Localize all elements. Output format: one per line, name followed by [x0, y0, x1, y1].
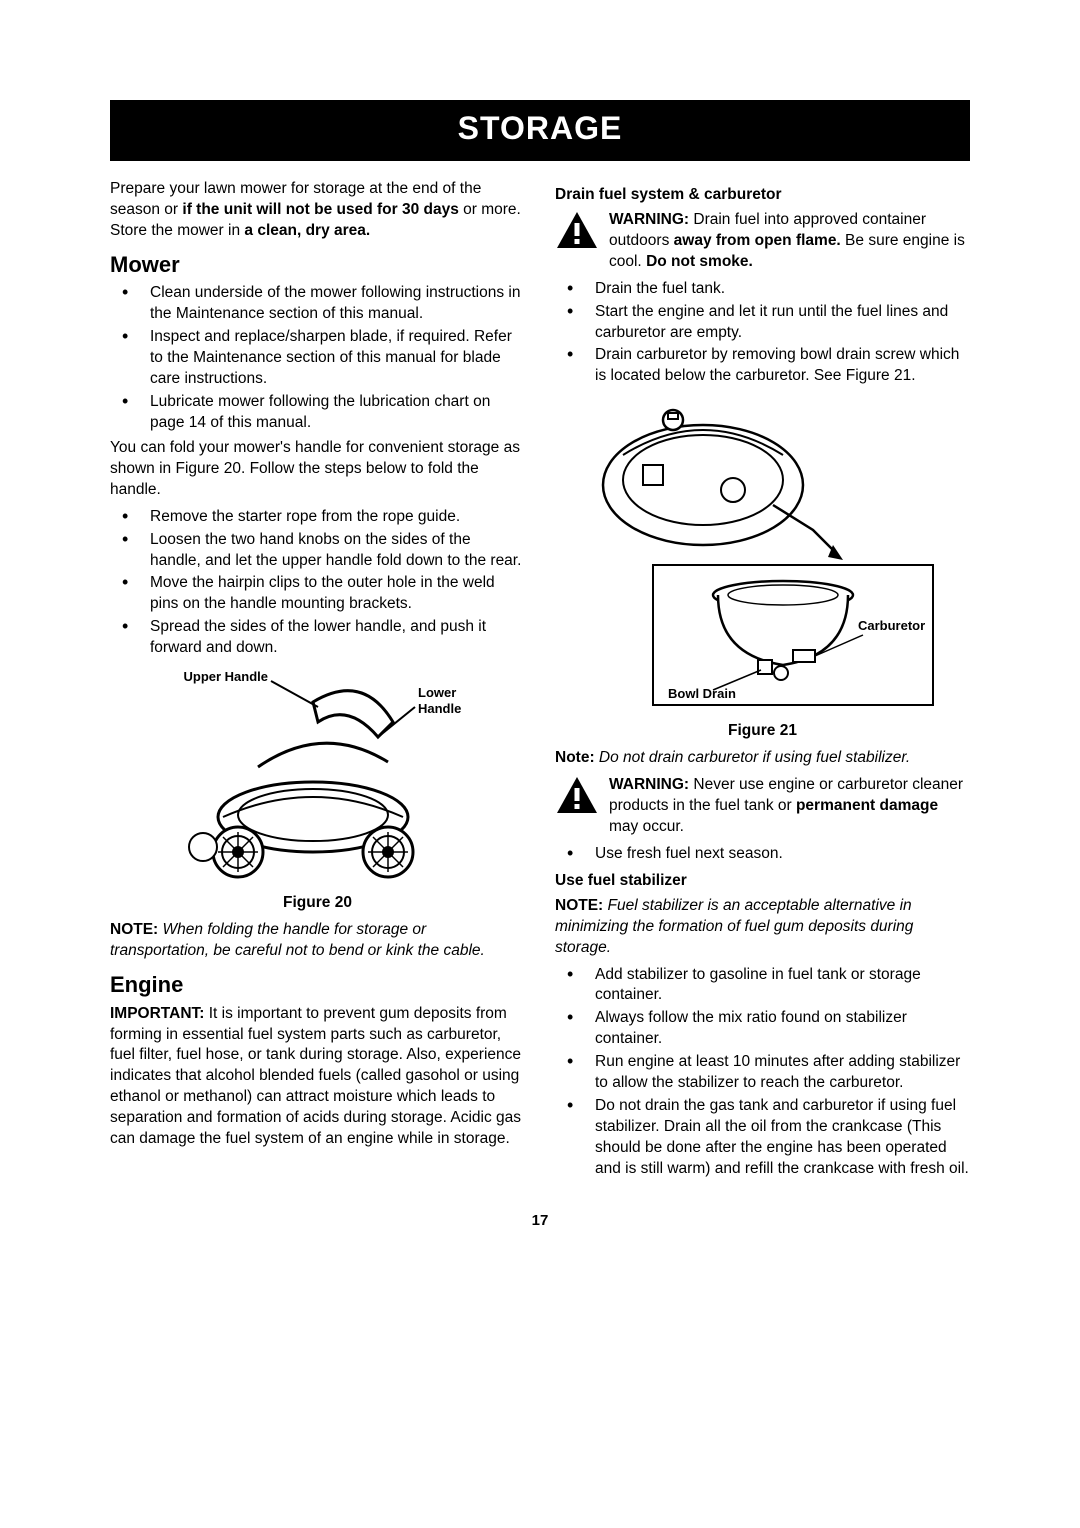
- page-number: 17: [110, 1212, 970, 1229]
- drain-heading: Drain fuel system & carburetor: [555, 185, 970, 206]
- warning-triangle-icon: [555, 775, 599, 822]
- bowl-drain-label: Bowl Drain: [668, 686, 736, 701]
- carburetor-label: Carburetor: [858, 618, 925, 633]
- engine-heading: Engine: [110, 970, 525, 1000]
- warning-text: WARNING: Never use engine or carburetor …: [609, 775, 970, 838]
- stabilizer-heading: Use fuel stabilizer: [555, 871, 970, 892]
- lower-handle-label-2: Handle: [418, 701, 461, 716]
- note-body: Fuel stabilizer is an acceptable alterna…: [555, 897, 913, 956]
- wheel-icon: [213, 827, 263, 877]
- warn-prefix: WARNING:: [609, 211, 689, 228]
- right-column: Drain fuel system & carburetor WARNING: …: [555, 179, 970, 1184]
- list-item: Drain carburetor by removing bowl drain …: [555, 345, 970, 387]
- warning-cleaner: WARNING: Never use engine or carburetor …: [555, 775, 970, 838]
- list-item: Clean underside of the mower following i…: [110, 283, 525, 325]
- note-prefix: NOTE:: [555, 897, 603, 914]
- intro-paragraph: Prepare your lawn mower for storage at t…: [110, 179, 525, 242]
- stabilizer-note: NOTE: Fuel stabilizer is an acceptable a…: [555, 896, 970, 959]
- important-body: It is important to prevent gum deposits …: [110, 1005, 521, 1148]
- fresh-fuel-bullet: Use fresh fuel next season.: [555, 844, 970, 865]
- list-item: Remove the starter rope from the rope gu…: [110, 507, 525, 528]
- warn-bold: away from open flame.: [674, 232, 841, 249]
- page: STORAGE Prepare your lawn mower for stor…: [0, 0, 1080, 1289]
- warn-bold: Do not smoke.: [646, 253, 753, 270]
- mower-bullets-2: Remove the starter rope from the rope gu…: [110, 507, 525, 659]
- warn-bold: permanent damage: [796, 797, 938, 814]
- section-header: STORAGE: [110, 100, 970, 161]
- list-item: Always follow the mix ratio found on sta…: [555, 1008, 970, 1050]
- list-item: Loosen the two hand knobs on the sides o…: [110, 530, 525, 572]
- left-column: Prepare your lawn mower for storage at t…: [110, 179, 525, 1184]
- intro-bold-2: a clean, dry area.: [244, 222, 370, 239]
- note-body: When folding the handle for storage or t…: [110, 921, 485, 959]
- figure-21: Bowl Drain Carburetor: [555, 395, 970, 715]
- list-item: Lubricate mower following the lubricatio…: [110, 392, 525, 434]
- note-prefix: Note:: [555, 749, 595, 766]
- note-prefix: NOTE:: [110, 921, 158, 938]
- drain-bullets: Drain the fuel tank. Start the engine an…: [555, 279, 970, 388]
- list-item: Add stabilizer to gasoline in fuel tank …: [555, 965, 970, 1007]
- warn-prefix: WARNING:: [609, 776, 689, 793]
- carburetor-illustration: Bowl Drain Carburetor: [583, 395, 943, 715]
- important-prefix: IMPORTANT:: [110, 1005, 204, 1022]
- warning-drain-fuel: WARNING: Drain fuel into approved contai…: [555, 210, 970, 273]
- engine-important: IMPORTANT: It is important to prevent gu…: [110, 1004, 525, 1150]
- lower-handle-label-1: Lower: [418, 685, 456, 700]
- note-body: Do not drain carburetor if using fuel st…: [595, 749, 911, 766]
- warn-part: may occur.: [609, 818, 684, 835]
- upper-handle-label: Upper Handle: [183, 669, 268, 684]
- mower-heading: Mower: [110, 250, 525, 280]
- stabilizer-bullets: Add stabilizer to gasoline in fuel tank …: [555, 965, 970, 1180]
- list-item: Use fresh fuel next season.: [555, 844, 970, 865]
- list-item: Move the hairpin clips to the outer hole…: [110, 573, 525, 615]
- list-item: Run engine at least 10 minutes after add…: [555, 1052, 970, 1094]
- fold-handle-text: You can fold your mower's handle for con…: [110, 438, 525, 501]
- wheel-icon: [363, 827, 413, 877]
- content-columns: Prepare your lawn mower for storage at t…: [110, 179, 970, 1184]
- mower-fold-illustration: Upper Handle Lower Handle: [163, 667, 473, 887]
- list-item: Spread the sides of the lower handle, an…: [110, 617, 525, 659]
- figure-20: Upper Handle Lower Handle: [110, 667, 525, 887]
- note-figure-21: Note: Do not drain carburetor if using f…: [555, 748, 970, 769]
- list-item: Inspect and replace/sharpen blade, if re…: [110, 327, 525, 390]
- warning-text: WARNING: Drain fuel into approved contai…: [609, 210, 970, 273]
- figure-20-caption: Figure 20: [110, 893, 525, 914]
- mower-bullets-1: Clean underside of the mower following i…: [110, 283, 525, 433]
- list-item: Do not drain the gas tank and carburetor…: [555, 1096, 970, 1180]
- warning-triangle-icon: [555, 210, 599, 257]
- intro-bold-1: if the unit will not be used for 30 days: [182, 201, 458, 218]
- list-item: Start the engine and let it run until th…: [555, 302, 970, 344]
- figure-21-caption: Figure 21: [555, 721, 970, 742]
- list-item: Drain the fuel tank.: [555, 279, 970, 300]
- note-figure-20: NOTE: When folding the handle for storag…: [110, 920, 525, 962]
